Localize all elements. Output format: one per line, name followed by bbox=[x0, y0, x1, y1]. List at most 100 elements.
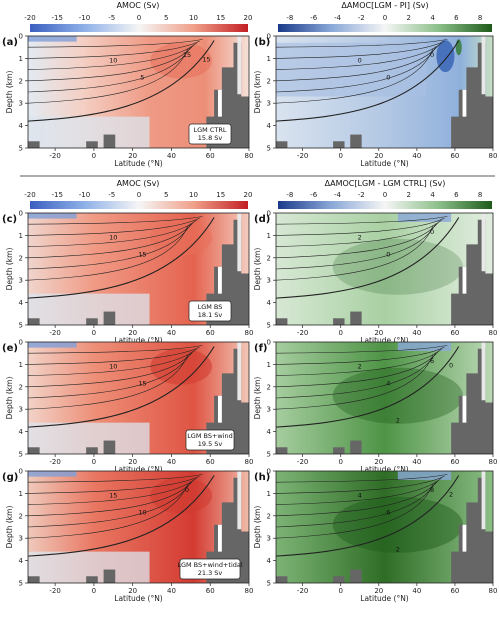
panel-frame bbox=[27, 470, 250, 584]
experiment-box bbox=[179, 558, 241, 580]
x-axis-label: Latitude (°N) bbox=[114, 594, 163, 603]
zero-contour bbox=[275, 40, 460, 122]
negative-anomaly bbox=[397, 471, 452, 480]
contour-label: 10 bbox=[109, 363, 117, 371]
contour-label: 5 bbox=[140, 73, 144, 81]
panel-label: (b) bbox=[254, 37, 270, 48]
seafloor-block bbox=[276, 141, 288, 148]
southern-cell bbox=[28, 342, 77, 348]
y-tick-label: 3 bbox=[19, 406, 23, 414]
contour-lines bbox=[27, 39, 215, 122]
positive-anomaly bbox=[332, 367, 463, 424]
experiment-name: LGM BS+wind+tidal bbox=[177, 561, 243, 569]
colorbar-tick-label: 20 bbox=[244, 191, 253, 199]
colorbar-tick-label: -2 bbox=[358, 191, 365, 199]
southern-cell bbox=[28, 471, 77, 477]
contour-line bbox=[275, 42, 442, 70]
colorbar-title: ΔAMOC[LGM - PI] (Sv) bbox=[341, 1, 428, 10]
seafloor-block bbox=[86, 318, 98, 325]
x-tick-label: 40 bbox=[412, 329, 421, 337]
contour-line bbox=[27, 48, 189, 104]
y-tick-label: 1 bbox=[267, 490, 271, 498]
colorbar-tick-label: 2 bbox=[407, 14, 411, 22]
no-data-column bbox=[217, 266, 222, 294]
y-tick-label: 0 bbox=[19, 210, 23, 218]
y-tick-label: 1 bbox=[267, 55, 271, 63]
contour-line bbox=[27, 477, 197, 505]
contour-line bbox=[275, 44, 439, 82]
contour-line bbox=[275, 477, 442, 505]
contour-line bbox=[27, 219, 197, 247]
contour-label: 4 bbox=[358, 492, 362, 500]
x-tick-label: 40 bbox=[167, 152, 176, 160]
colorbar-tick-label: -10 bbox=[79, 191, 90, 199]
experiment-strength: 15.8 Sv bbox=[198, 134, 223, 142]
contour-line bbox=[27, 474, 203, 483]
y-tick-label: 5 bbox=[267, 145, 271, 153]
x-tick-label: 20 bbox=[374, 152, 383, 160]
contour-line bbox=[27, 217, 200, 236]
no-data-column bbox=[462, 524, 467, 552]
colorbar-tick-label: -8 bbox=[286, 14, 293, 22]
x-axis-label: Latitude (°N) bbox=[114, 465, 163, 474]
y-axis-label: Depth (km) bbox=[5, 377, 14, 420]
colorbar-tick-label: -4 bbox=[334, 191, 342, 199]
colorbar-tick-label: 6 bbox=[454, 191, 459, 199]
no-data-column bbox=[481, 342, 486, 401]
colorbar-tick-label: 4 bbox=[430, 191, 435, 199]
panel-label: (e) bbox=[2, 343, 18, 354]
colorbar-title: AMOC (Sv) bbox=[117, 179, 160, 188]
experiment-strength: 21.3 Sv bbox=[198, 569, 223, 577]
y-tick-label: 1 bbox=[19, 490, 23, 498]
colorbar-tick-label: -6 bbox=[310, 14, 318, 22]
contour-line bbox=[275, 221, 439, 259]
contour-label: 6 bbox=[430, 357, 434, 365]
contour-line bbox=[275, 475, 445, 494]
contour-line bbox=[275, 352, 437, 399]
x-tick-label: 20 bbox=[128, 587, 137, 595]
x-tick-label: 60 bbox=[206, 329, 215, 337]
contour-line bbox=[275, 217, 445, 236]
contour-label: 2 bbox=[396, 416, 400, 424]
y-tick-label: 1 bbox=[267, 232, 271, 240]
x-tick-label: 60 bbox=[450, 458, 459, 466]
contour-line bbox=[27, 475, 200, 494]
y-tick-label: 2 bbox=[267, 254, 271, 262]
x-tick-label: -20 bbox=[49, 458, 60, 466]
seafloor-block bbox=[276, 576, 288, 583]
contour-label: 15 bbox=[202, 56, 210, 64]
colorbar-tick-label: 10 bbox=[189, 14, 198, 22]
colorbar-tick-label: -8 bbox=[286, 191, 293, 199]
contour-lines bbox=[275, 39, 460, 122]
y-tick-label: 5 bbox=[19, 322, 23, 330]
x-tick-label: 20 bbox=[128, 152, 137, 160]
panel-label: (c) bbox=[2, 214, 17, 225]
seafloor-block bbox=[103, 440, 116, 454]
x-tick-label: 60 bbox=[450, 329, 459, 337]
contour-lines bbox=[27, 474, 215, 557]
contour-line bbox=[275, 40, 445, 59]
seafloor-block bbox=[333, 576, 345, 583]
contour-line bbox=[275, 481, 437, 528]
contour-label: 0 bbox=[358, 57, 362, 65]
y-tick-label: 4 bbox=[19, 299, 24, 307]
contour-line bbox=[27, 225, 189, 281]
colorbar-tick-label: -20 bbox=[24, 191, 35, 199]
y-tick-label: 0 bbox=[19, 33, 23, 41]
colorbar-tick-label: -6 bbox=[310, 191, 318, 199]
colorbar-tick-label: 2 bbox=[407, 191, 411, 199]
seafloor-block bbox=[350, 134, 362, 148]
colorbar-tick-label: 5 bbox=[164, 14, 168, 22]
panel-label: (d) bbox=[254, 214, 270, 225]
y-tick-label: 1 bbox=[19, 232, 23, 240]
panel-frame bbox=[275, 470, 494, 584]
y-tick-label: 3 bbox=[19, 277, 23, 285]
southern-cell bbox=[28, 36, 77, 42]
contour-label: 15 bbox=[183, 51, 191, 59]
colorbar-tick-label: 0 bbox=[137, 14, 141, 22]
zero-contour bbox=[275, 217, 460, 299]
seafloor-block bbox=[86, 141, 98, 148]
seafloor-block bbox=[350, 311, 362, 325]
seafloor-block bbox=[28, 318, 40, 325]
contour-line bbox=[27, 345, 203, 354]
